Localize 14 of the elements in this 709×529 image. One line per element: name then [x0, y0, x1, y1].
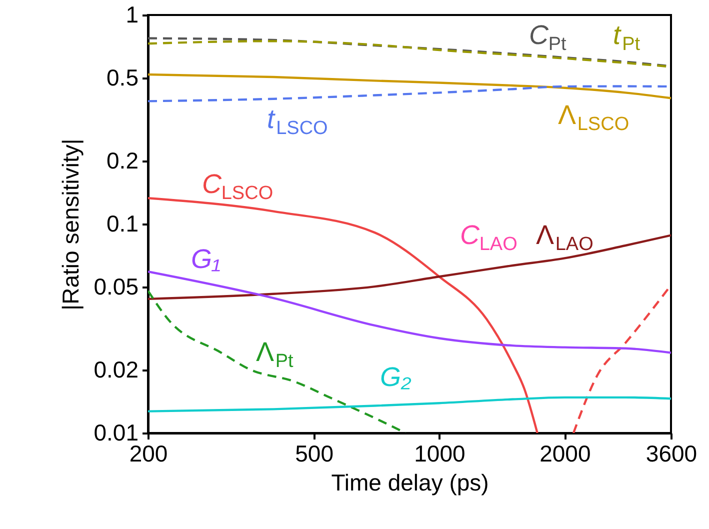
y-tick-label: 0.05 [94, 273, 138, 300]
y-tick-label: 0.5 [106, 64, 138, 90]
x-tick-label: 500 [295, 440, 334, 466]
x-tick-label: 2000 [540, 440, 591, 466]
y-tick-label: 1 [126, 2, 138, 28]
y-tick-label: 0.02 [94, 356, 138, 383]
y-tick-label: 0.2 [106, 148, 138, 174]
y-tick-label: 0.1 [106, 210, 138, 236]
x-tick-label: 3600 [646, 440, 698, 466]
x-axis-title: Time delay (ps) [331, 470, 489, 496]
y-axis-title: |Ratio sensitivity| [58, 138, 84, 310]
series-label: G₂ [380, 362, 412, 392]
series-label: G₁ [191, 244, 221, 274]
x-tick-label: 1000 [414, 440, 466, 466]
